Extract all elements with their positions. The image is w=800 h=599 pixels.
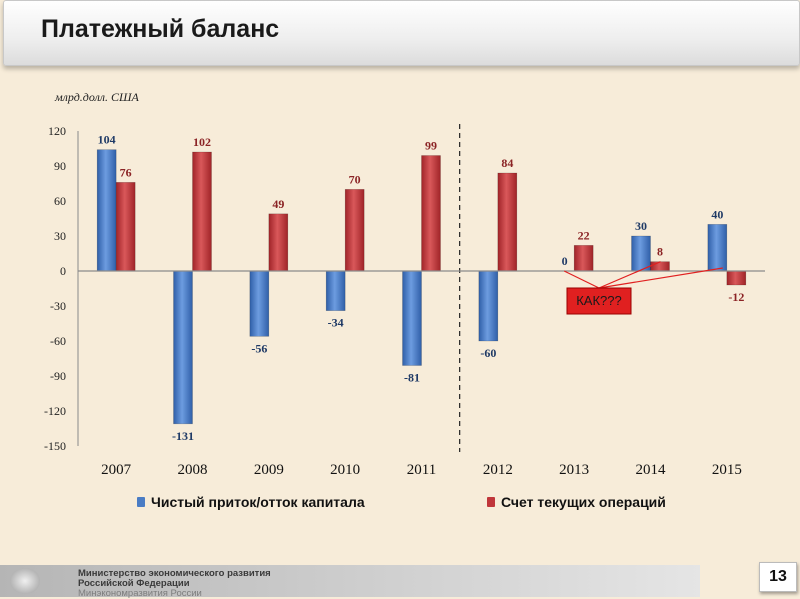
legend: Чистый приток/отток капитала Счет текущи… xyxy=(0,494,800,514)
y-tick-label: -150 xyxy=(44,439,66,453)
legend-item-capital: Чистый приток/отток капитала xyxy=(137,494,365,510)
annotation-text: КАК??? xyxy=(576,293,622,308)
x-tick-label: 2008 xyxy=(178,462,208,478)
current-account-bar xyxy=(497,172,518,272)
current-account-bar xyxy=(421,155,441,272)
legend-item-current-account: Счет текущих операций xyxy=(487,494,666,510)
x-tick-label: 2013 xyxy=(559,462,589,478)
coat-of-arms-icon xyxy=(10,568,40,594)
data-label: 70 xyxy=(349,172,361,186)
footer-line-1: Министерство экономического развития xyxy=(78,568,271,579)
current-account-bar xyxy=(192,151,212,272)
capital-flow-bar xyxy=(173,270,193,425)
capital-flow-bar xyxy=(631,235,651,272)
x-tick-label: 2014 xyxy=(636,462,667,478)
data-label: 104 xyxy=(98,133,116,147)
x-tick-label: 2015 xyxy=(712,462,742,478)
current-account-bar xyxy=(726,270,747,286)
annotation-connector xyxy=(598,261,661,289)
y-tick-label: 60 xyxy=(54,194,66,208)
footer-line-3: Минэкономразвития России xyxy=(78,588,202,599)
current-account-bar xyxy=(650,261,670,272)
footer-band: Министерство экономического развития Рос… xyxy=(0,565,700,599)
footer-line-2: Российской Федерации xyxy=(78,578,190,589)
current-account-bar xyxy=(268,213,289,272)
y-tick-label: 90 xyxy=(54,159,66,173)
data-label: 99 xyxy=(425,139,437,153)
data-label: 102 xyxy=(193,135,211,149)
current-account-bar xyxy=(344,189,365,272)
capital-flow-bar xyxy=(707,224,728,272)
capital-flow-bar xyxy=(249,270,270,337)
x-tick-label: 2010 xyxy=(330,462,360,478)
y-tick-label: -120 xyxy=(44,404,66,418)
capital-flow-bar xyxy=(96,149,117,272)
data-label: 84 xyxy=(501,156,513,170)
current-account-bar xyxy=(573,245,594,272)
y-tick-label: 30 xyxy=(54,229,66,243)
y-tick-label: 120 xyxy=(48,124,66,138)
y-tick-label: -60 xyxy=(50,334,66,348)
current-account-bar xyxy=(115,182,136,272)
legend-swatch-capital xyxy=(137,497,145,507)
data-label: -60 xyxy=(480,346,496,360)
capital-flow-bar xyxy=(325,270,346,311)
x-tick-label: 2009 xyxy=(254,462,284,478)
unit-label: млрд.долл. США xyxy=(55,90,139,104)
legend-swatch-current-account xyxy=(487,497,495,507)
data-label: -34 xyxy=(328,316,344,330)
x-tick-label: 2012 xyxy=(483,462,513,478)
footer-ministry: Министерство экономического развития Рос… xyxy=(78,569,271,599)
annotation-box xyxy=(566,287,632,315)
capital-flow-bar xyxy=(478,270,499,342)
data-label: -12 xyxy=(728,290,744,304)
y-tick-label: -30 xyxy=(50,299,66,313)
annotation-connector xyxy=(563,270,600,289)
legend-label-current-account: Счет текущих операций xyxy=(501,494,666,510)
data-label: 40 xyxy=(711,207,723,221)
data-label: 22 xyxy=(578,228,590,242)
data-label: 0 xyxy=(562,254,568,268)
data-label: -56 xyxy=(251,341,267,355)
data-label: 30 xyxy=(635,219,647,233)
annotation-connector xyxy=(598,267,723,289)
title-bar: Платежный баланс xyxy=(3,0,800,66)
data-label: -131 xyxy=(172,429,194,443)
y-tick-label: -90 xyxy=(50,369,66,383)
data-label: 76 xyxy=(120,165,132,179)
data-label: 49 xyxy=(272,197,284,211)
capital-flow-bar xyxy=(402,270,422,366)
legend-label-capital: Чистый приток/отток капитала xyxy=(151,494,365,510)
page-number: 13 xyxy=(759,562,797,592)
page-title: Платежный баланс xyxy=(41,15,280,43)
x-tick-label: 2011 xyxy=(407,462,436,478)
x-tick-label: 2007 xyxy=(101,462,132,478)
data-label: -81 xyxy=(404,371,420,385)
data-label: 8 xyxy=(657,245,663,259)
y-tick-label: 0 xyxy=(60,264,66,278)
